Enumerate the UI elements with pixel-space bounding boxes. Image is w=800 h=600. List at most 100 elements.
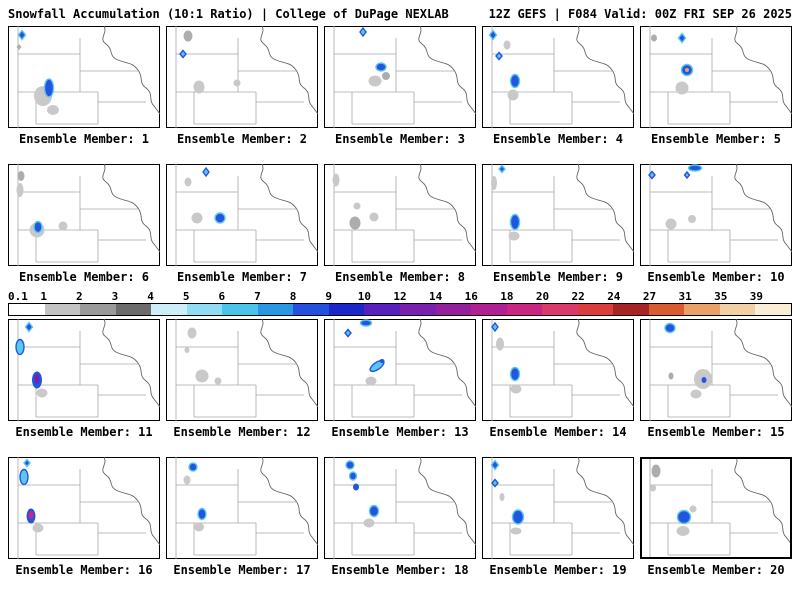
- snow-blob: [23, 458, 31, 468]
- ensemble-member-label: Ensemble Member: 6: [18, 270, 150, 284]
- ensemble-panel-19[interactable]: Ensemble Member: 19: [482, 457, 634, 577]
- snow-blob: [348, 471, 358, 481]
- colorbar-tick: 6: [218, 290, 226, 303]
- snowfall-map: [482, 164, 634, 266]
- colorbar-segment: [506, 304, 543, 315]
- snow-blob: [491, 478, 499, 488]
- ensemble-panel-16[interactable]: Ensemble Member: 16: [8, 457, 160, 577]
- snow-blob: [332, 173, 340, 187]
- colorbar: 0.1 1 2 3 4 5 6 7 8 9 10 12 14 16 18 20 22 24 27 31 35 39: [0, 290, 800, 316]
- ensemble-panel-5[interactable]: Ensemble Member: 5: [640, 26, 792, 146]
- colorbar-tick: 7: [254, 290, 261, 303]
- snowfall-map: [166, 164, 318, 266]
- snow-blob: [193, 80, 205, 94]
- colorbar-segment: [648, 304, 685, 315]
- ensemble-panel-8[interactable]: Ensemble Member: 8: [324, 164, 476, 284]
- ensemble-panel-15[interactable]: Ensemble Member: 15: [640, 319, 792, 439]
- ensemble-member-label: Ensemble Member: 19: [489, 563, 627, 577]
- snowfall-map: [324, 457, 476, 559]
- snow-blob: [43, 78, 55, 98]
- ensemble-member-label: Ensemble Member: 15: [647, 425, 785, 439]
- ensemble-member-label: Ensemble Member: 5: [650, 132, 782, 146]
- ensemble-panel-11[interactable]: Ensemble Member: 11: [8, 319, 160, 439]
- snow-blob: [349, 216, 361, 230]
- snowfall-map: [8, 457, 160, 559]
- ensemble-panel-17[interactable]: Ensemble Member: 17: [166, 457, 318, 577]
- colorbar-tick: 10: [357, 290, 371, 303]
- colorbar-tick: 1: [40, 290, 47, 303]
- ensemble-panel-13[interactable]: Ensemble Member: 13: [324, 319, 476, 439]
- snow-blob: [382, 72, 390, 80]
- snowfall-map: [640, 26, 792, 128]
- ensemble-panel-2[interactable]: Ensemble Member: 2: [166, 26, 318, 146]
- ensemble-panel-14[interactable]: Ensemble Member: 14: [482, 319, 634, 439]
- ensemble-member-label: Ensemble Member: 9: [492, 270, 624, 284]
- ensemble-panel-4[interactable]: Ensemble Member: 4: [482, 26, 634, 146]
- snow-blob: [353, 483, 359, 491]
- snow-blob: [690, 389, 702, 399]
- ensemble-panel-12[interactable]: Ensemble Member: 12: [166, 319, 318, 439]
- snowfall-map: [166, 319, 318, 421]
- colorbar-tick: 24: [607, 290, 621, 303]
- colorbar-tick: 39: [749, 290, 763, 303]
- colorbar-tick: 4: [147, 290, 154, 303]
- snow-blob: [195, 369, 209, 383]
- ensemble-member-label: Ensemble Member: 10: [647, 270, 785, 284]
- snow-blob: [701, 377, 707, 383]
- snow-blob: [665, 218, 677, 230]
- snow-blob: [16, 183, 24, 197]
- colorbar-tick: 18: [500, 290, 514, 303]
- ensemble-panel-9[interactable]: Ensemble Member: 9: [482, 164, 634, 284]
- snow-blob: [675, 81, 689, 95]
- colorbar-segment: [186, 304, 223, 315]
- snowfall-map: [8, 164, 160, 266]
- ensemble-panel-18[interactable]: Ensemble Member: 18: [324, 457, 476, 577]
- colorbar-tick: 22: [571, 290, 585, 303]
- ensemble-panel-10[interactable]: Ensemble Member: 10: [640, 164, 792, 284]
- snow-blob: [664, 322, 676, 334]
- ensemble-member-label: Ensemble Member: 13: [331, 425, 469, 439]
- colorbar-tick: 9: [325, 290, 333, 303]
- ensemble-member-label: Ensemble Member: 2: [176, 132, 308, 146]
- colorbar-tick: 3: [111, 290, 119, 303]
- ensemble-member-label: Ensemble Member: 18: [331, 563, 469, 577]
- snow-blob: [685, 68, 689, 72]
- snow-blob: [359, 319, 373, 327]
- colorbar-tick: 14: [429, 290, 443, 303]
- snow-blob: [179, 49, 187, 59]
- snow-blob: [650, 484, 656, 492]
- snow-blob: [511, 509, 525, 525]
- snow-blob: [490, 459, 500, 471]
- snow-blob: [369, 212, 379, 222]
- ensemble-panel-20[interactable]: Ensemble Member: 20: [640, 457, 792, 577]
- snowfall-map: [166, 457, 318, 559]
- snowfall-map: [8, 26, 160, 128]
- snow-blob: [688, 215, 696, 223]
- header: Snowfall Accumulation (10:1 Ratio) | Col…: [0, 0, 800, 26]
- ensemble-row-2: Ensemble Member: 6 Ensemble Member: 7 Ense…: [0, 164, 800, 284]
- ensemble-panel-3[interactable]: Ensemble Member: 3: [324, 26, 476, 146]
- colorbar-segment: [115, 304, 152, 315]
- ensemble-row-1: Ensemble Member: 1 Ensemble Member: 2 Ense…: [0, 26, 800, 146]
- ensemble-panel-1[interactable]: Ensemble Member: 1: [8, 26, 160, 146]
- ensemble-panel-7[interactable]: Ensemble Member: 7: [166, 164, 318, 284]
- colorbar-tick: 16: [464, 290, 478, 303]
- colorbar-tick: 20: [535, 290, 550, 303]
- snow-blob: [184, 177, 192, 187]
- ensemble-member-label: Ensemble Member: 4: [492, 132, 624, 146]
- colorbar-tick: 27: [642, 290, 657, 303]
- colorbar-segment: [400, 304, 436, 315]
- ensemble-panel-6[interactable]: Ensemble Member: 6: [8, 164, 160, 284]
- snow-blob: [648, 170, 656, 180]
- snowfall-map: [482, 457, 634, 559]
- page: Snowfall Accumulation (10:1 Ratio) | Col…: [0, 0, 800, 577]
- ensemble-member-label: Ensemble Member: 17: [173, 563, 311, 577]
- snow-blob: [184, 347, 190, 353]
- snowfall-map: [482, 319, 634, 421]
- snow-blob: [197, 507, 207, 521]
- colorbar-segment: [222, 304, 258, 315]
- snow-blob: [36, 388, 48, 398]
- snow-blob: [17, 171, 25, 181]
- snow-blob: [499, 493, 505, 501]
- snow-blob: [365, 376, 377, 386]
